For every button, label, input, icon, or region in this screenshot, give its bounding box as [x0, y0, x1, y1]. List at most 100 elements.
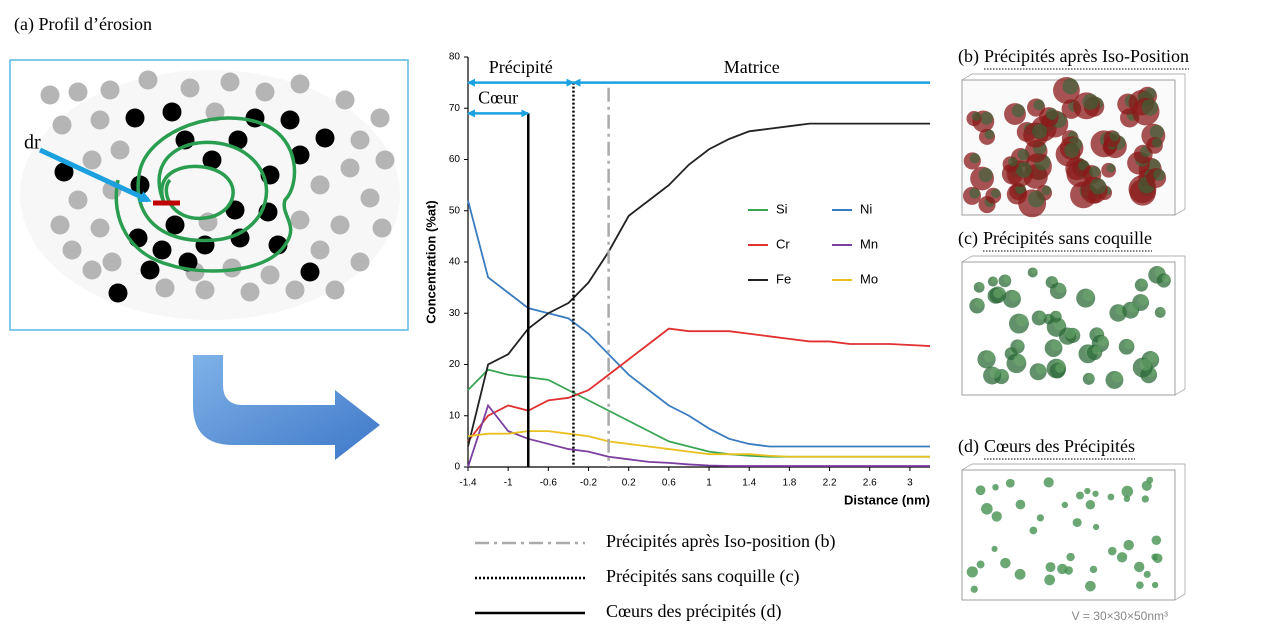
atom	[40, 85, 60, 105]
y-tick-label: 30	[449, 308, 461, 319]
precipitate	[1011, 104, 1025, 118]
precipitate	[1128, 302, 1139, 313]
precipitate	[1013, 354, 1026, 367]
precipitate	[971, 111, 981, 121]
series-line	[467, 368, 930, 458]
precipitate	[1064, 142, 1080, 158]
panel-label: (d)	[958, 436, 979, 457]
x-tick-label: 1.8	[782, 478, 796, 489]
atom	[290, 210, 310, 230]
atom	[300, 262, 320, 282]
precipitate	[995, 511, 1002, 518]
atom	[315, 128, 335, 148]
atom	[325, 280, 345, 300]
precipitate	[974, 298, 984, 309]
atom	[90, 110, 110, 130]
precipitate	[1156, 553, 1162, 560]
atom	[330, 215, 350, 235]
precipitate	[979, 485, 985, 492]
precipitate	[1088, 581, 1096, 588]
precipitate	[1062, 78, 1079, 95]
y-tick-label: 10	[449, 410, 461, 421]
y-tick-label: 50	[449, 205, 461, 216]
volume-box	[961, 469, 1176, 601]
precipitate	[1027, 190, 1045, 208]
precipitate	[1015, 314, 1028, 327]
precipitate	[1017, 148, 1029, 161]
precipitate	[1082, 289, 1095, 302]
atom	[220, 72, 240, 92]
precipitate	[1082, 93, 1099, 110]
atom	[350, 130, 370, 150]
atom	[100, 80, 120, 100]
precipitate	[1092, 345, 1102, 355]
flow-arrow	[193, 355, 380, 460]
atom	[255, 82, 275, 102]
precipitate	[1078, 492, 1084, 497]
precipitate	[1154, 535, 1161, 542]
precipitate	[1095, 524, 1099, 528]
x-tick-label: 1.4	[742, 478, 756, 489]
y-tick-label: 80	[449, 52, 461, 63]
line-legend-label: Précipités après Iso-position (b)	[606, 531, 835, 552]
precipitate	[1125, 495, 1130, 500]
precipitate	[980, 111, 994, 125]
atom	[138, 70, 158, 90]
volume-edge	[961, 73, 1186, 216]
x-tick-label: -1.4	[459, 478, 477, 489]
precipitate	[1145, 481, 1152, 488]
precipitate	[1146, 571, 1151, 576]
atom	[372, 218, 392, 238]
atom	[340, 158, 360, 178]
precipitate	[1063, 502, 1068, 506]
precipitate	[990, 188, 1001, 199]
region-label: Précipité	[489, 57, 553, 77]
precipitate	[1053, 311, 1062, 319]
atom	[82, 150, 102, 170]
precipitate	[1008, 479, 1015, 485]
precipitate	[1109, 493, 1114, 499]
precipitate	[1050, 340, 1062, 351]
precipitate	[1127, 540, 1134, 547]
atom	[130, 175, 150, 195]
chart: 0 10 20 30 40 50 60 70 80 -1.4 -1 -0.6 -0.2 0.2 0.6 1 1.…	[423, 52, 931, 622]
y-tick-label: 70	[449, 103, 461, 114]
precipitate	[999, 369, 1009, 379]
precipitate	[1161, 274, 1171, 283]
atom	[195, 235, 215, 255]
atom	[222, 258, 242, 278]
legend-label: Si	[776, 201, 788, 216]
legend-label: Cr	[776, 236, 790, 251]
atom	[310, 175, 330, 195]
precipitate	[993, 288, 1003, 299]
precipitate	[978, 167, 993, 183]
atom	[195, 280, 215, 300]
precipitate	[1124, 339, 1134, 350]
region-label: Cœur	[478, 88, 518, 108]
precipitate	[1094, 490, 1099, 495]
x-tick-label: 1	[706, 478, 712, 489]
atom	[110, 140, 130, 160]
series-line	[467, 122, 930, 447]
precipitate	[1141, 99, 1159, 116]
atom	[108, 283, 128, 303]
x-axis-title: Distance (nm)	[844, 492, 930, 507]
precipitate	[1139, 279, 1148, 288]
precipitate	[985, 503, 993, 511]
precipitate	[1147, 351, 1159, 363]
x-tick-label: -1	[504, 478, 513, 489]
volume-label: V = 30×30×50nm³	[1072, 609, 1168, 623]
legend-label: Mo	[860, 271, 878, 286]
volume-edge	[961, 463, 1186, 601]
precipitate	[1015, 340, 1024, 349]
series-line	[467, 200, 930, 448]
dr-label: dr	[24, 132, 41, 154]
series-line	[467, 430, 930, 458]
volume-edge	[961, 255, 1186, 396]
precipitate	[1092, 566, 1097, 571]
atom	[50, 215, 70, 235]
atom	[128, 228, 148, 248]
atom	[125, 108, 145, 128]
atom	[68, 82, 88, 102]
